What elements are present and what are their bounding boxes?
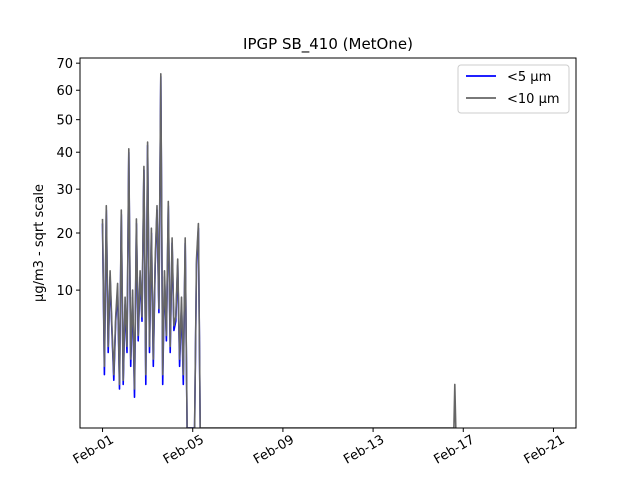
y-tick-label: 30 — [56, 183, 73, 198]
legend-label-pm5: <5 µm — [507, 70, 551, 85]
plot-frame — [79, 57, 577, 429]
x-tick-label: Feb-21 — [522, 432, 568, 467]
series-line-pm10 — [101, 73, 457, 428]
y-tick-label: 40 — [56, 146, 73, 161]
y-tick-label: 10 — [56, 284, 73, 299]
y-tick-label: 20 — [56, 227, 73, 242]
y-axis: 10 20 30 40 50 60 70 — [56, 57, 80, 299]
x-tick-label: Feb-13 — [341, 432, 387, 467]
x-tick-label: Feb-01 — [71, 432, 117, 467]
y-tick-label: 70 — [56, 57, 73, 72]
y-tick-label: 60 — [56, 84, 73, 99]
legend-label-pm10: <10 µm — [507, 92, 560, 107]
chart-title: IPGP SB_410 (MetOne) — [243, 35, 413, 54]
legend: <5 µm <10 µm — [457, 64, 570, 114]
y-tick-label: 50 — [56, 114, 73, 129]
series-layer — [101, 73, 457, 428]
x-tick-label: Feb-17 — [431, 432, 477, 467]
x-tick-label: Feb-09 — [251, 432, 297, 467]
legend-box — [457, 64, 570, 114]
x-tick-label: Feb-05 — [161, 432, 207, 467]
x-axis: Feb-01 Feb-05 Feb-09 Feb-13 Feb-17 Feb-21 — [71, 428, 568, 468]
y-axis-label: µg/m3 - sqrt scale — [32, 184, 47, 302]
